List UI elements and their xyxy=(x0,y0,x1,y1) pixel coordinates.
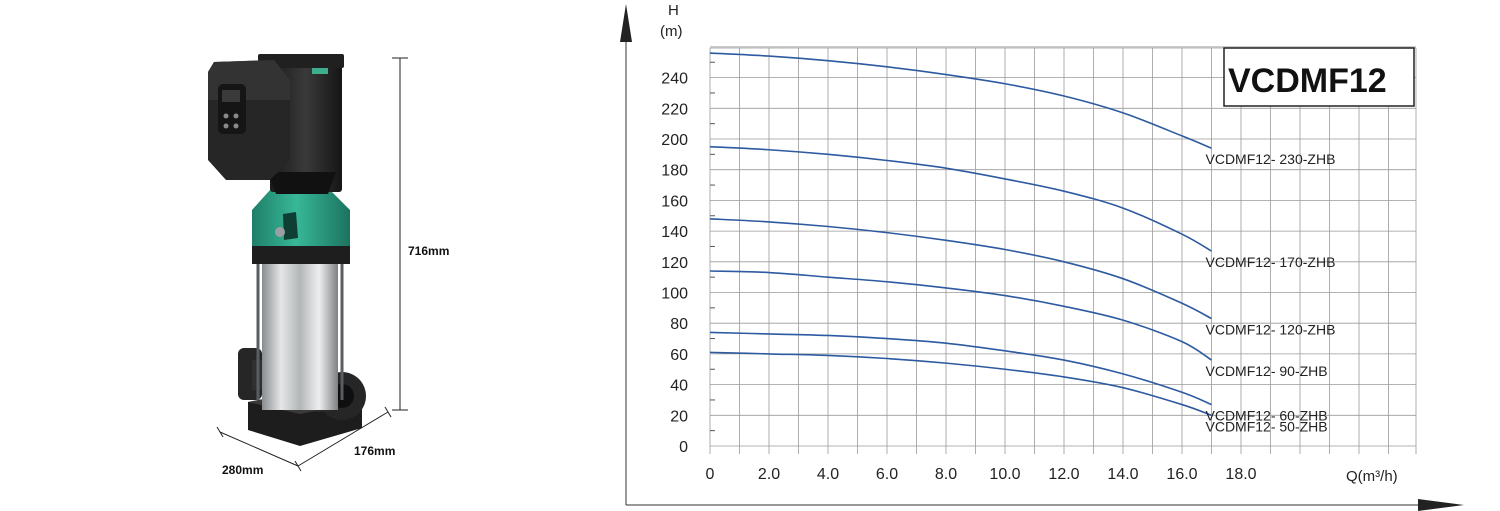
x-tick-label: 6.0 xyxy=(876,466,898,483)
chart-grid xyxy=(709,46,1417,454)
y-tick-label: 100 xyxy=(661,286,688,303)
y-tick-label: 240 xyxy=(661,71,688,88)
pump-curves xyxy=(709,52,1212,417)
control-box xyxy=(208,60,290,180)
y-tick-label: 120 xyxy=(661,255,688,272)
model-title: VCDMF12 xyxy=(1228,62,1387,100)
curve-label: VCDMF12- 50-ZHB xyxy=(1206,418,1328,434)
y-tick-label: 220 xyxy=(661,101,688,118)
curve-line xyxy=(709,270,1212,361)
model-title-box xyxy=(1223,47,1415,107)
curve-label: VCDMF12- 90-ZHB xyxy=(1206,363,1328,379)
curve-label: VCDMF12- 120-ZHB xyxy=(1206,322,1336,338)
curve-label: VCDMF12- 170-ZHB xyxy=(1206,254,1336,270)
x-tick-label: 8.0 xyxy=(935,466,957,483)
x-tick-label: 12.0 xyxy=(1048,466,1079,483)
y-tick-label: 140 xyxy=(661,224,688,241)
y-tick-label: 20 xyxy=(670,408,688,425)
y-tick-label: 180 xyxy=(661,163,688,180)
width-dimension-label: 176mm xyxy=(354,444,395,458)
x-axis-arrow xyxy=(1418,499,1464,511)
x-tick-label: 14.0 xyxy=(1107,466,1138,483)
x-axis-label: Q(m³/h) xyxy=(1346,468,1398,485)
curve-line xyxy=(709,145,1212,252)
height-dimension-label: 716mm xyxy=(408,244,449,258)
x-tick-label: 16.0 xyxy=(1166,466,1197,483)
x-tick-label: 2.0 xyxy=(758,466,780,483)
y-tick-label: 40 xyxy=(670,378,688,395)
chart-axes xyxy=(620,4,1464,511)
dimension-lines xyxy=(216,57,408,472)
y-axis-label: H xyxy=(668,2,679,19)
pump-illustration: 716mm 176mm 280mm xyxy=(208,54,449,477)
y-tick-label: 0 xyxy=(679,439,688,456)
pump-adapter xyxy=(252,190,350,264)
curve-label: VCDMF12- 230-ZHB xyxy=(1206,151,1336,167)
curve-line xyxy=(709,331,1212,406)
curve-line xyxy=(709,218,1212,320)
y-axis-unit: (m) xyxy=(660,23,683,40)
y-tick-label: 60 xyxy=(670,347,688,364)
curve-line xyxy=(709,351,1212,417)
y-axis-arrow xyxy=(620,4,632,42)
curve-label: VCDMF12- 60-ZHB xyxy=(1206,408,1328,424)
x-tick-label: 0 xyxy=(706,466,715,483)
depth-dimension-label: 280mm xyxy=(222,463,263,477)
x-tick-label: 18.0 xyxy=(1225,466,1256,483)
y-tick-label: 200 xyxy=(661,132,688,149)
tie-rods xyxy=(256,262,344,400)
y-tick-labels: 0 20 40 60 80 100 120 140 160 180 200 220 240 xyxy=(661,71,688,456)
x-tick-labels: 0 2.0 4.0 6.0 8.0 10.0 12.0 14.0 16.0 18.0 xyxy=(706,466,1257,483)
y-minor-ticks xyxy=(710,61,715,432)
x-tick-label: 4.0 xyxy=(817,466,839,483)
y-tick-label: 160 xyxy=(661,193,688,210)
curve-line xyxy=(709,52,1212,149)
x-tick-label: 10.0 xyxy=(989,466,1020,483)
performance-curve-chart: 0 20 40 60 80 100 120 140 160 180 200 220 240 0 2.0 4.… xyxy=(620,2,1464,511)
y-tick-label: 80 xyxy=(670,316,688,333)
stainless-barrel xyxy=(262,262,338,410)
curve-labels: VCDMF12- 230-ZHB VCDMF12- 170-ZHB VCDMF12-… xyxy=(1206,151,1336,434)
